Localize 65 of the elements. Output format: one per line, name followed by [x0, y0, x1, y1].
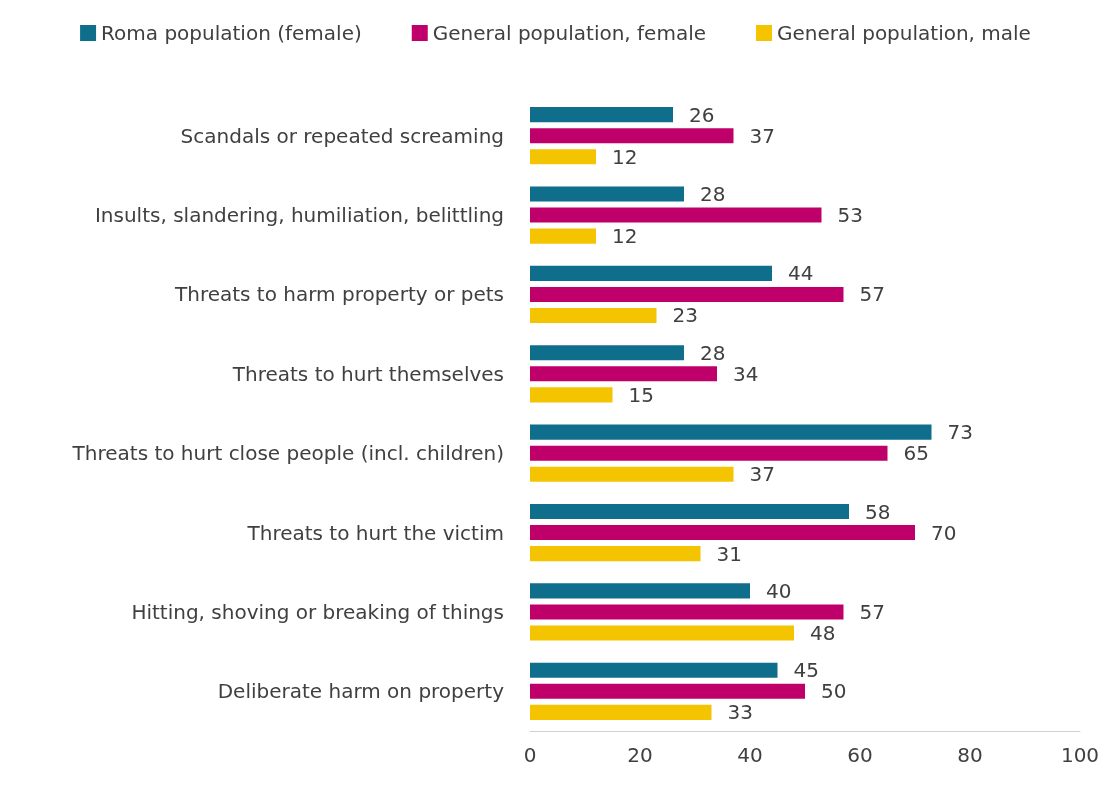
legend-label: General population, male [777, 21, 1031, 45]
bar [530, 503, 849, 520]
bar [530, 107, 673, 123]
legend-label: Roma population (female) [101, 21, 362, 45]
y-tick-label: Insults, slandering, humiliation, belittling [94, 203, 504, 228]
data-label: 58 [865, 499, 891, 524]
data-label: 73 [947, 420, 973, 445]
bar [530, 228, 596, 244]
x-tick-label: 20 [627, 743, 653, 767]
bar [530, 625, 794, 641]
data-label: 37 [749, 123, 775, 148]
y-tick-label: Scandals or repeated screaming [180, 123, 504, 148]
data-label: 28 [700, 340, 726, 365]
data-label: 37 [749, 462, 775, 487]
x-tick-label: 0 [523, 743, 537, 767]
y-tick-label: Threats to harm property or pets [174, 282, 504, 307]
data-label: 26 [689, 102, 715, 127]
bar [530, 387, 613, 403]
data-label: 50 [821, 679, 847, 704]
bar [530, 583, 750, 599]
y-tick-label: Threats to hurt the victim [246, 520, 504, 545]
legend-label: General population, female [432, 21, 707, 45]
bar [530, 546, 701, 562]
x-tick-label: 100 [1060, 743, 1100, 767]
data-label: 65 [903, 441, 929, 466]
y-tick-label: Hitting, shoving or breaking of things [131, 599, 504, 624]
data-label: 53 [837, 203, 863, 228]
bar [530, 662, 778, 678]
bar [530, 424, 932, 440]
data-label: 57 [859, 599, 885, 624]
data-label: 70 [931, 520, 957, 545]
data-label: 45 [793, 658, 819, 683]
bar [530, 149, 596, 165]
bar [530, 525, 915, 541]
bar [530, 286, 844, 302]
bar [530, 345, 684, 361]
bar [530, 366, 717, 382]
y-tick-label: Threats to hurt themselves [231, 361, 504, 386]
x-tick-label: 40 [737, 743, 763, 767]
bar [530, 128, 734, 144]
data-label: 57 [859, 282, 885, 307]
data-label: 40 [766, 578, 792, 603]
bar [530, 683, 805, 699]
data-label: 12 [612, 224, 638, 249]
data-label: 15 [628, 382, 654, 407]
data-label: 34 [733, 361, 759, 386]
data-label: 33 [727, 700, 753, 725]
data-label: 12 [612, 144, 638, 169]
data-label: 31 [716, 541, 742, 566]
x-tick-label: 80 [957, 743, 983, 767]
y-tick-label: Deliberate harm on property [217, 679, 505, 704]
bar [530, 265, 772, 281]
bar [530, 207, 822, 223]
data-label: 28 [700, 182, 726, 207]
data-label: 44 [788, 261, 814, 286]
data-label: 23 [672, 303, 698, 328]
bar [530, 307, 657, 324]
bar [530, 445, 888, 461]
bar [530, 186, 684, 202]
bar [530, 704, 712, 720]
bar [530, 466, 734, 482]
data-label: 48 [810, 620, 836, 645]
y-tick-label: Threats to hurt close people (incl. children) [71, 441, 504, 466]
x-tick-label: 60 [847, 743, 873, 767]
bar [530, 604, 844, 620]
